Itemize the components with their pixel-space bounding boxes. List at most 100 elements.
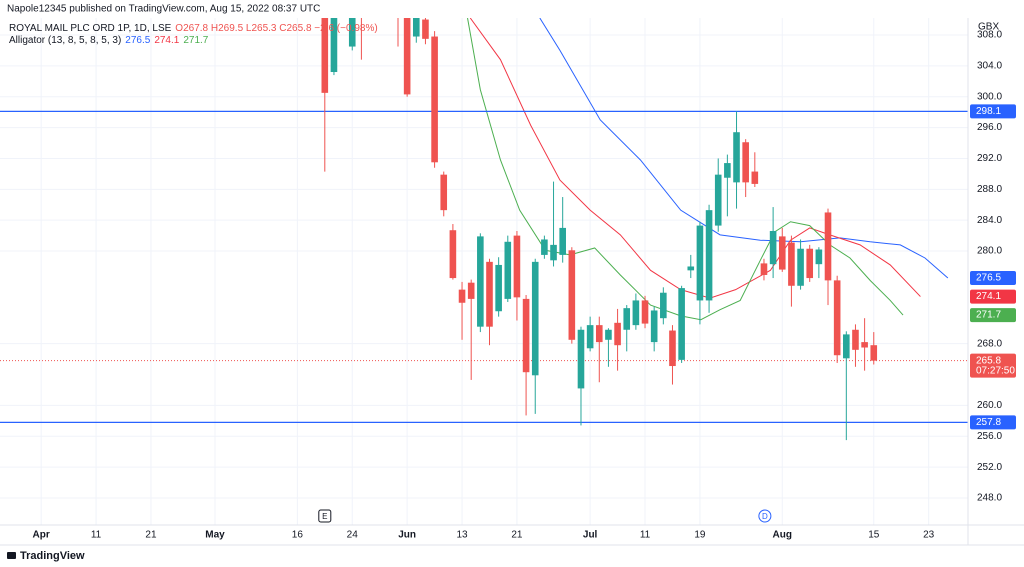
x-tick-label: 16 (292, 530, 304, 541)
candle-body (687, 266, 695, 271)
y-tick-label: 260.0 (977, 400, 1002, 411)
candle-body (348, 18, 356, 47)
candle-body (797, 248, 804, 286)
price-label-bg (970, 353, 1016, 378)
candle-body (504, 241, 512, 299)
x-tick-label: Jul (583, 530, 598, 541)
x-tick-label: 19 (694, 530, 706, 541)
candle-body (321, 18, 329, 93)
countdown: 07:27:50 (976, 365, 1015, 376)
y-tick-label: 268.0 (977, 338, 1002, 349)
candle-body (660, 292, 667, 319)
price-label: 271.7 (976, 310, 1001, 321)
y-tick-label: 308.0 (977, 30, 1002, 41)
publisher: Napole12345 published on TradingView.com… (7, 4, 320, 15)
event-label: E (322, 512, 327, 521)
candle-body (522, 298, 530, 373)
currency: GBX (978, 22, 999, 33)
x-tick-label: 23 (923, 530, 935, 541)
candle-body (513, 235, 521, 298)
candle-body (705, 210, 713, 301)
alligator-line (467, 18, 904, 321)
candle-body (541, 239, 548, 255)
candle-body (495, 264, 502, 312)
x-tick-label: 11 (640, 530, 651, 541)
y-tick-label: 304.0 (977, 60, 1002, 71)
x-tick-label: 13 (456, 530, 468, 541)
y-tick-label: 284.0 (977, 215, 1002, 226)
candle-body (815, 249, 823, 265)
y-tick-label: 296.0 (977, 122, 1002, 133)
price-label-bg (970, 271, 1016, 286)
candle-body (449, 230, 457, 279)
candle-body (614, 322, 621, 346)
price-label-bg (970, 415, 1016, 430)
candle-body (467, 282, 475, 299)
candle-body (778, 236, 786, 270)
x-tick-label: Jun (398, 530, 416, 541)
candle-body (669, 330, 676, 367)
legend-indicator: Alligator (13, 8, 5, 8, 5, 3) 276.5 274.1 2… (9, 35, 209, 46)
candle-body (422, 19, 429, 39)
candle-body (852, 329, 859, 350)
candle-body (742, 142, 749, 183)
candle-body (568, 250, 576, 340)
candle-body (843, 334, 850, 359)
header-bg (0, 0, 1024, 18)
candle-body (623, 308, 631, 330)
candle-body (650, 310, 658, 343)
candle-body (458, 289, 466, 303)
candle-body (550, 244, 557, 261)
candle-body (678, 288, 685, 360)
candle-body (595, 325, 603, 343)
candle-body (806, 248, 814, 279)
price-label-bg (970, 289, 1016, 304)
candle-body (714, 174, 722, 226)
candle-body (724, 163, 731, 178)
y-tick-label: 248.0 (977, 493, 1002, 504)
price-label: 265.8 (976, 355, 1001, 366)
footer: TradingView (20, 550, 85, 562)
candle-body (641, 300, 649, 324)
candle-body (760, 263, 768, 275)
x-tick-label: 11 (91, 530, 102, 541)
price-label: 276.5 (976, 273, 1001, 284)
event-icon (318, 509, 332, 523)
candle-body (330, 18, 338, 73)
x-tick-label: 15 (868, 530, 880, 541)
x-tick-label: May (205, 530, 225, 541)
event-icon (758, 509, 772, 523)
x-tick-label: 21 (145, 530, 157, 541)
logo: TradingView (7, 550, 85, 562)
event-label: D (762, 512, 768, 521)
candle-body (431, 36, 438, 163)
price-label: 274.1 (976, 291, 1001, 302)
candle-body (486, 261, 493, 327)
y-tick-label: 252.0 (977, 462, 1002, 473)
candle-body (733, 132, 740, 183)
candle-body (833, 280, 841, 356)
x-tick-label: Aug (773, 530, 792, 541)
price-label: 298.1 (976, 106, 1001, 117)
candle-body (696, 225, 704, 301)
candle-body (586, 325, 594, 349)
y-tick-label: 292.0 (977, 153, 1002, 164)
alligator-line (539, 18, 949, 279)
x-tick-label: Apr (33, 530, 50, 541)
price-label-bg (970, 104, 1016, 119)
price-label-bg (970, 308, 1016, 323)
candle-body (477, 236, 484, 327)
candle-body (577, 329, 585, 389)
candle-body (403, 18, 411, 95)
candle-body (751, 171, 759, 184)
legend-symbol: ROYAL MAIL PLC ORD 1P, 1D, LSE O267.8 H26… (9, 23, 378, 34)
candle-body (870, 345, 878, 361)
candle-body (531, 261, 539, 376)
candle-body (559, 227, 566, 255)
y-tick-label: 256.0 (977, 431, 1002, 442)
candle-body (824, 212, 832, 281)
x-tick-label: 24 (347, 530, 359, 541)
candle-body (788, 242, 795, 286)
price-label: 257.8 (976, 417, 1001, 428)
